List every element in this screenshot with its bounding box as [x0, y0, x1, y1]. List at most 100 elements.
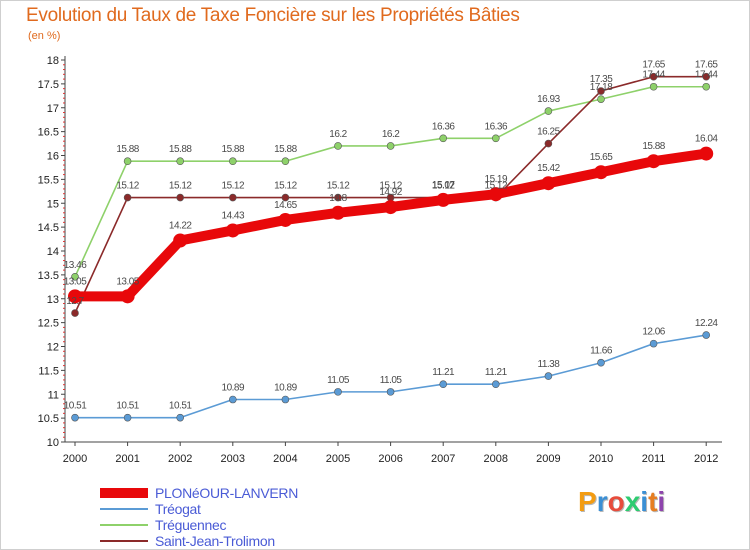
legend-label: PLONéOUR-LANVERN: [155, 485, 299, 501]
data-point-plon-our-lanvern: [278, 212, 293, 227]
y-tick-label: 16.5: [38, 127, 59, 139]
x-tick-label: 2004: [273, 453, 297, 465]
data-label-saint-jean-trolimon: 17.65: [695, 60, 718, 71]
x-tick-label: 2012: [694, 453, 718, 465]
data-label-tr-guennec: 17.44: [642, 70, 665, 81]
data-label-plon-our-lanvern: 15.07: [432, 180, 455, 191]
y-tick-label: 17: [47, 103, 59, 115]
data-point-plon-our-lanvern: [120, 289, 135, 304]
data-point-saint-jean-trolimon: [229, 193, 237, 202]
x-tick-label: 2007: [431, 453, 455, 465]
data-point-plon-our-lanvern: [594, 165, 608, 180]
data-point-saint-jean-trolimon: [123, 193, 132, 202]
data-point-saint-jean-trolimon: [544, 139, 553, 148]
data-point-tr-ogat: [649, 339, 658, 348]
data-label-plon-our-lanvern: 14.8: [329, 193, 347, 204]
data-label-tr-guennec: 15.88: [274, 144, 297, 155]
data-point-tr-ogat: [229, 395, 237, 404]
data-point-saint-jean-trolimon: [597, 87, 605, 95]
y-tick-label: 14.5: [38, 222, 59, 234]
x-tick-label: 2008: [484, 453, 508, 465]
x-tick-label: 2009: [536, 453, 560, 465]
x-tick-label: 2005: [326, 453, 350, 465]
y-tick-label: 15: [47, 198, 59, 210]
data-point-tr-guennec: [334, 142, 342, 150]
data-label-tr-ogat: 11.66: [590, 346, 613, 357]
data-label-tr-guennec: 16.36: [432, 121, 455, 132]
y-tick-label: 15.5: [38, 174, 59, 186]
data-point-plon-our-lanvern: [225, 223, 240, 238]
y-tick-label: 11.5: [38, 365, 59, 377]
data-point-plon-our-lanvern: [541, 176, 556, 191]
logo-letter: r: [596, 486, 608, 517]
data-label-saint-jean-trolimon: 12.7: [66, 296, 84, 307]
x-tick-label: 2001: [115, 453, 139, 465]
data-label-tr-ogat: 10.51: [169, 401, 192, 412]
y-tick-label: 10: [47, 437, 59, 449]
data-point-tr-ogat: [281, 395, 290, 404]
data-point-plon-our-lanvern: [331, 205, 345, 220]
data-label-plon-our-lanvern: 14.65: [274, 200, 297, 211]
data-label-plon-our-lanvern: 16.04: [695, 134, 718, 145]
data-point-tr-ogat: [123, 413, 132, 422]
data-point-plon-our-lanvern: [699, 146, 714, 161]
logo-letter: x: [624, 486, 641, 517]
chart-title: Evolution du Taux de Taxe Foncière sur l…: [26, 5, 520, 26]
data-point-tr-guennec: [229, 157, 237, 166]
logo-letter: t: [648, 486, 658, 517]
data-point-tr-guennec: [649, 82, 658, 91]
data-label-tr-ogat: 12.06: [642, 327, 665, 338]
data-point-tr-guennec: [544, 107, 553, 115]
y-tick-label: 16: [47, 151, 59, 163]
data-point-plon-our-lanvern: [646, 154, 661, 169]
data-point-saint-jean-trolimon: [334, 193, 342, 202]
data-point-tr-guennec: [491, 134, 500, 143]
data-label-saint-jean-trolimon: 17.65: [642, 60, 665, 71]
y-tick-label: 18: [47, 55, 59, 67]
data-label-tr-ogat: 12.24: [695, 318, 718, 329]
data-point-saint-jean-trolimon: [176, 193, 184, 202]
data-label-saint-jean-trolimon: 15.12: [116, 181, 139, 192]
data-label-plon-our-lanvern: 13.05: [116, 276, 139, 287]
legend-label: Saint-Jean-Trolimon: [155, 533, 275, 549]
y-tick-label: 10.5: [38, 413, 59, 425]
data-point-tr-ogat: [386, 388, 395, 396]
logo-letter: o: [607, 486, 625, 517]
logo-letter: i: [640, 486, 649, 517]
logo-letter: i: [657, 486, 666, 517]
y-tick-label: 17.5: [38, 79, 59, 91]
data-label-tr-guennec: 16.93: [537, 94, 560, 105]
data-point-saint-jean-trolimon: [702, 72, 711, 81]
x-tick-label: 2000: [63, 453, 87, 465]
data-label-saint-jean-trolimon: 15.12: [379, 181, 402, 192]
y-tick-label: 14: [47, 246, 59, 258]
logo-letter: P: [578, 486, 597, 517]
data-point-tr-ogat: [544, 372, 553, 380]
y-tick-label: 12: [47, 342, 59, 354]
data-point-plon-our-lanvern: [68, 289, 82, 304]
data-label-plon-our-lanvern: 15.19: [485, 174, 508, 185]
x-tick-label: 2006: [378, 453, 402, 465]
data-label-saint-jean-trolimon: 15.12: [485, 181, 508, 192]
data-label-plon-our-lanvern: 15.42: [537, 163, 560, 174]
data-label-tr-ogat: 11.38: [538, 359, 561, 370]
data-label-tr-guennec: 15.88: [116, 144, 139, 155]
data-label-tr-ogat: 11.05: [327, 375, 350, 386]
data-point-saint-jean-trolimon: [649, 72, 658, 81]
data-label-tr-guennec: 17.44: [695, 70, 718, 81]
data-label-tr-guennec: 17.18: [590, 82, 613, 93]
data-point-plon-our-lanvern: [173, 233, 188, 248]
data-label-tr-ogat: 10.89: [222, 383, 245, 394]
data-point-plon-our-lanvern: [383, 200, 398, 215]
data-point-tr-ogat: [597, 358, 605, 367]
data-label-tr-guennec: 15.88: [169, 144, 192, 155]
data-point-saint-jean-trolimon: [281, 193, 290, 202]
x-tick-label: 2002: [168, 453, 192, 465]
data-point-tr-guennec: [281, 157, 290, 166]
data-label-saint-jean-trolimon: 17.35: [590, 74, 613, 85]
data-label-tr-ogat: 11.21: [432, 367, 455, 378]
data-label-saint-jean-trolimon: 15.12: [169, 181, 192, 192]
data-label-saint-jean-trolimon: 15.12: [274, 181, 297, 192]
